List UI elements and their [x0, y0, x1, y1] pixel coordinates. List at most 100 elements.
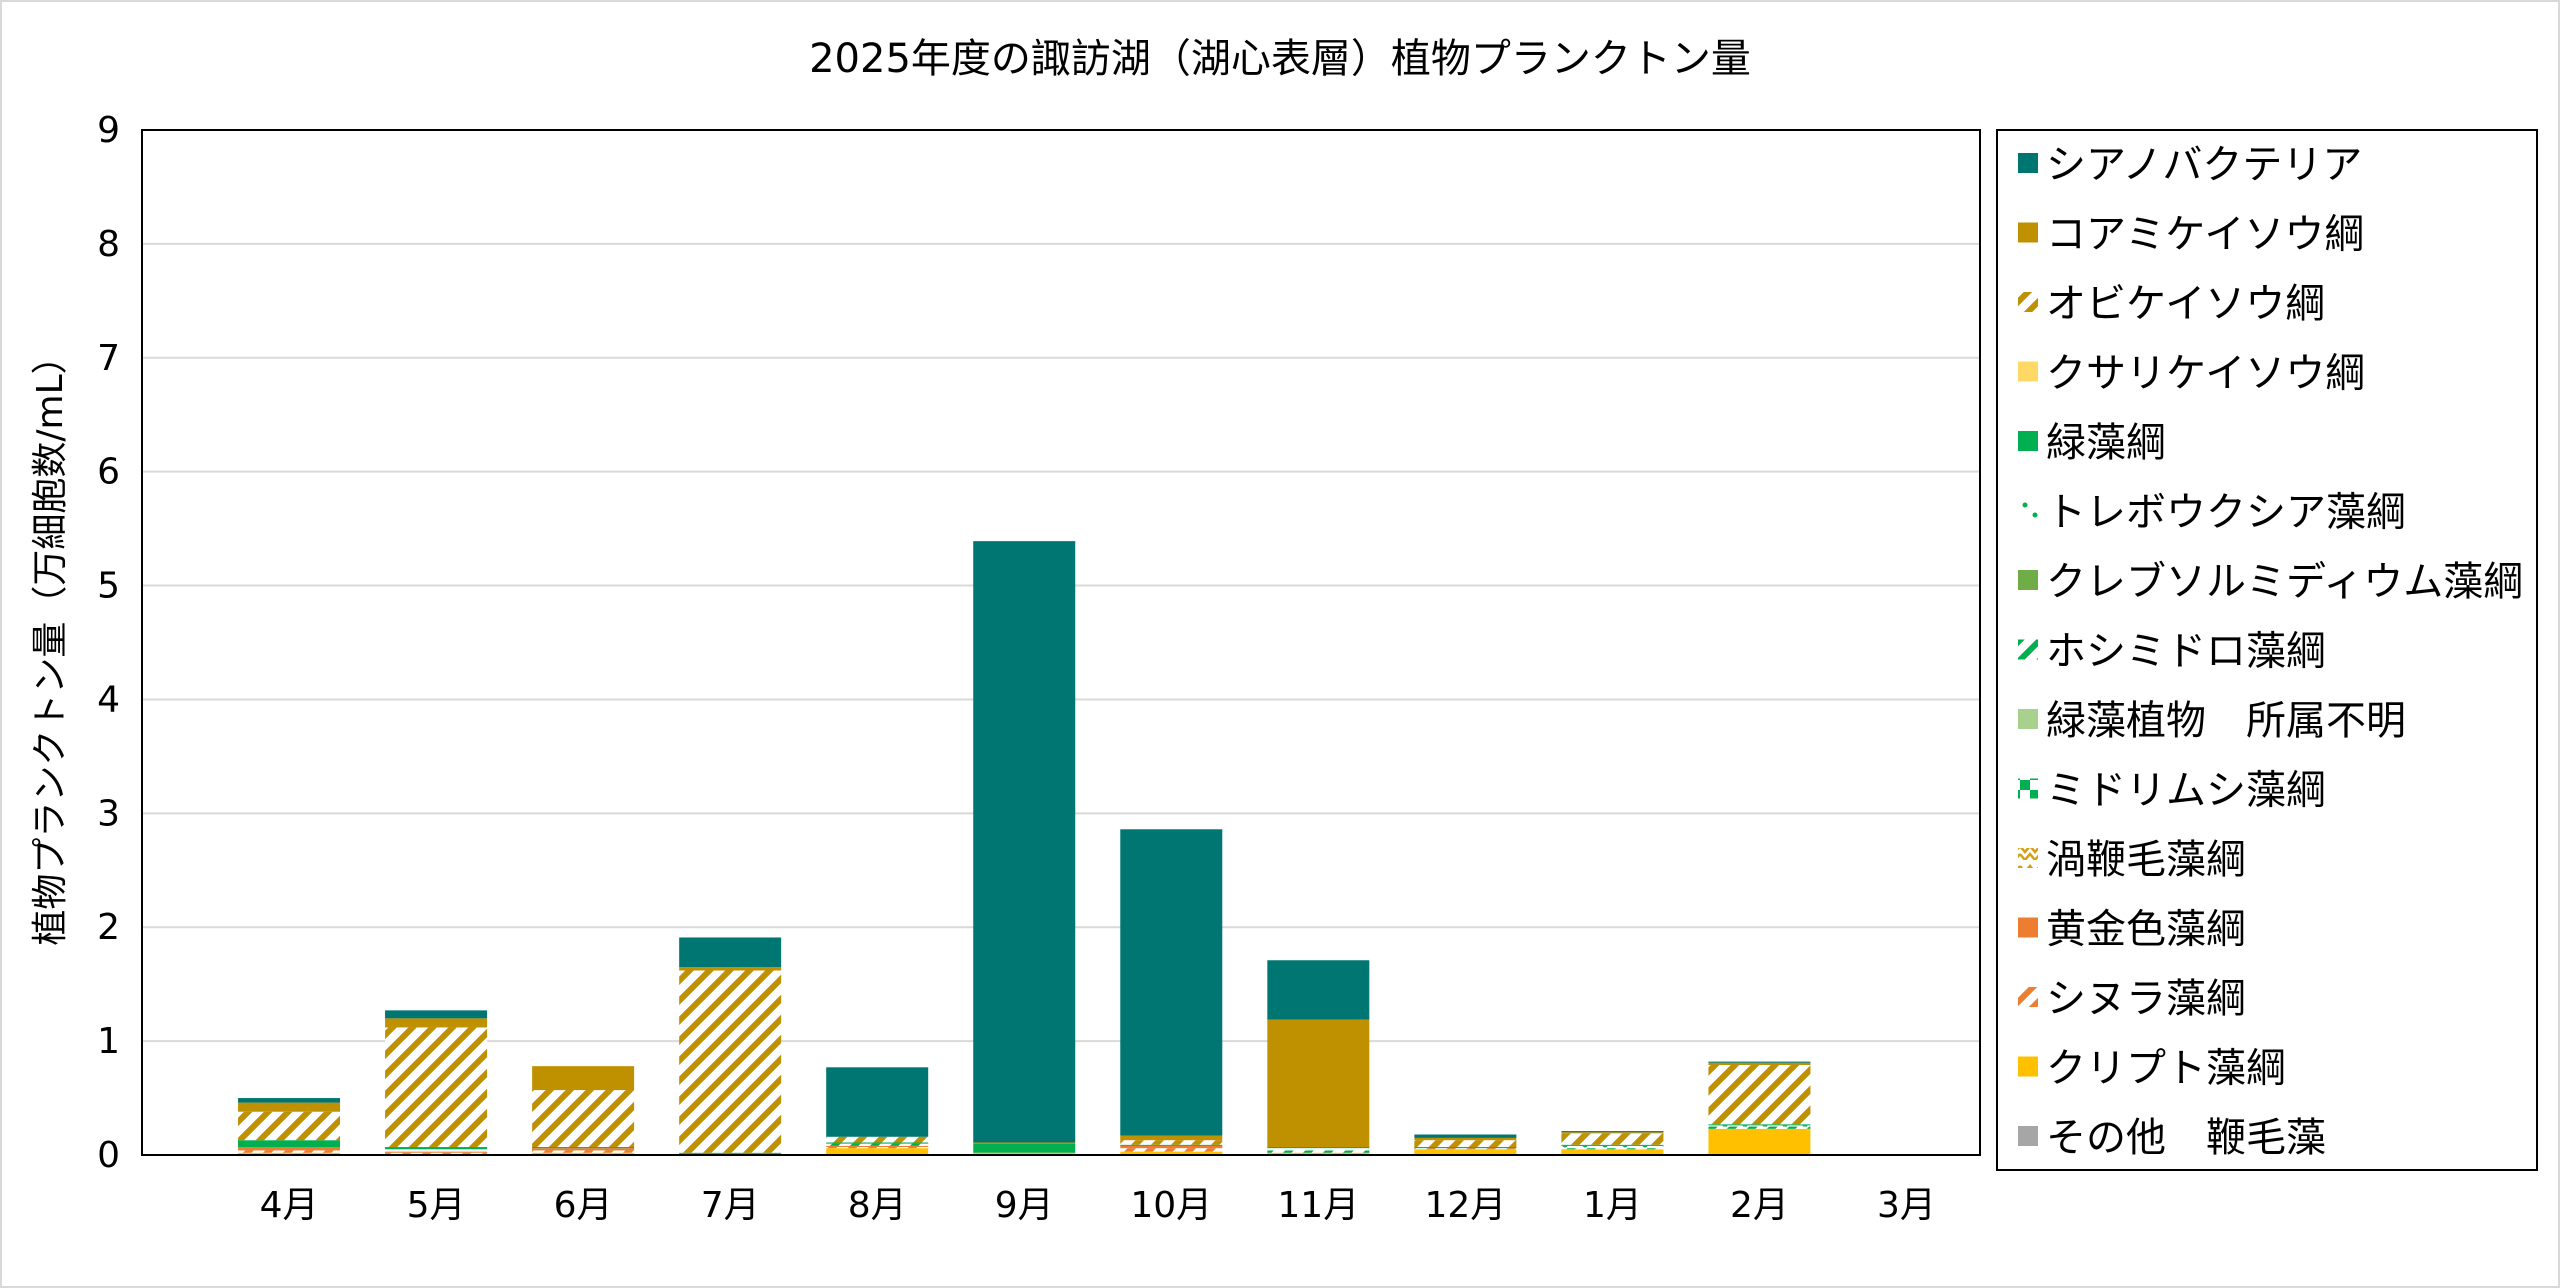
- bar-segment: [385, 1152, 488, 1154]
- bars: [238, 541, 1811, 1155]
- bar-segment: [532, 1152, 635, 1155]
- bar-segment: [1708, 1062, 1811, 1066]
- y-tick-label: 2: [97, 907, 120, 948]
- legend-label: クサリケイソウ綱: [2046, 351, 2365, 397]
- bar-segment: [973, 1142, 1076, 1144]
- bar-segment: [1414, 1137, 1517, 1141]
- bar-stack: [1120, 829, 1223, 1155]
- legend-swatch: [2018, 153, 2038, 173]
- x-tick-label: 12月: [1424, 1185, 1506, 1226]
- x-tick-label: 2月: [1730, 1185, 1789, 1226]
- legend-item: シヌラ藻綱: [2018, 976, 2246, 1022]
- bar-segment: [1120, 1144, 1223, 1146]
- plot-frame: [141, 129, 1981, 1156]
- bar-segment: [385, 1018, 488, 1028]
- bar-stack: [679, 937, 782, 1155]
- legend-swatch: [2018, 500, 2038, 521]
- bar-segment: [1561, 1132, 1664, 1134]
- bar-segment: [532, 1147, 635, 1149]
- x-tick-label: 1月: [1583, 1185, 1642, 1226]
- bar-segment: [238, 1102, 341, 1112]
- legend-label: コアミケイソウ綱: [2046, 212, 2364, 258]
- bar-segment: [1708, 1061, 1811, 1063]
- bar-segment: [238, 1152, 341, 1155]
- legend-swatch: [2018, 570, 2038, 590]
- legend-item: クレブソルミディウム藻綱: [2018, 559, 2523, 605]
- legend-label: 緑藻綱: [2046, 420, 2166, 466]
- legend-swatch: [2018, 778, 2038, 799]
- bar-stack: [238, 1098, 341, 1155]
- bar-segment: [1120, 1140, 1223, 1145]
- x-tick-label: 6月: [554, 1185, 613, 1226]
- bar-segment: [532, 1066, 635, 1091]
- legend-label: その他 鞭毛藻: [2046, 1115, 2326, 1161]
- bar-segment: [1267, 1148, 1370, 1151]
- bar-segment: [973, 1143, 1076, 1153]
- bar-segment: [826, 1147, 929, 1149]
- legend-label: ホシミドロ藻綱: [2046, 629, 2326, 675]
- bar-segment: [1414, 1140, 1517, 1148]
- y-tick-label: 3: [97, 793, 120, 834]
- legend-item: 渦鞭毛藻綱: [2018, 837, 2246, 883]
- x-tick-label: 4月: [260, 1185, 319, 1226]
- legend-item: 黄金色藻綱: [2018, 907, 2246, 953]
- bar-segment: [1267, 1152, 1370, 1155]
- bar-segment: [1561, 1145, 1664, 1149]
- bar-segment: [1561, 1133, 1664, 1145]
- bar-segment: [1120, 1135, 1223, 1141]
- legend-swatch: [2018, 431, 2038, 451]
- bar-segment: [1708, 1128, 1811, 1155]
- bar-segment: [1561, 1148, 1664, 1150]
- bar-segment: [532, 1150, 635, 1153]
- chart-title: 2025年度の諏訪湖（湖心表層）植物プランクトン量: [809, 36, 1751, 82]
- bar-segment: [238, 1150, 341, 1153]
- y-tick-label: 0: [97, 1135, 120, 1176]
- bar-segment: [385, 1027, 488, 1148]
- bar-segment: [385, 1010, 488, 1019]
- x-axis-ticks: 4月 5月 6月 7月 8月 9月 10月 11月 12月 1月 2月 3月: [260, 1185, 1936, 1226]
- bar-segment: [238, 1147, 341, 1151]
- legend-item: 緑藻綱: [2018, 420, 2166, 466]
- y-tick-label: 6: [97, 452, 120, 493]
- legend-swatch: [2018, 361, 2038, 382]
- x-tick-label: 9月: [995, 1185, 1054, 1226]
- y-tick-label: 9: [97, 110, 120, 151]
- legend-item: ミドリムシ藻綱: [2018, 768, 2326, 814]
- legend-label: クレブソルミディウム藻綱: [2046, 559, 2523, 605]
- x-tick-label: 3月: [1877, 1185, 1936, 1226]
- legend-label: シヌラ藻綱: [2046, 976, 2246, 1022]
- legend-swatch: [2018, 292, 2038, 312]
- bar-segment: [532, 1148, 635, 1151]
- bar-segment: [973, 1152, 1076, 1155]
- bar-segment: [1414, 1134, 1517, 1138]
- bar-segment: [1267, 1150, 1370, 1153]
- bar-segment: [1120, 1151, 1223, 1155]
- bar-segment: [826, 1067, 929, 1137]
- legend-label: クリプト藻綱: [2046, 1046, 2286, 1092]
- bar-stack: [973, 541, 1076, 1155]
- legend-item: コアミケイソウ綱: [2018, 212, 2364, 258]
- legend-label: オビケイソウ綱: [2046, 281, 2325, 327]
- bar-segment: [1120, 1145, 1223, 1149]
- bar-segment: [385, 1151, 488, 1153]
- legend-item: クリプト藻綱: [2018, 1046, 2286, 1092]
- legend-label: 渦鞭毛藻綱: [2046, 837, 2246, 883]
- x-tick-label: 5月: [407, 1185, 466, 1226]
- legend-swatch: [2018, 1126, 2038, 1146]
- bar-segment: [826, 1142, 929, 1144]
- bar-segment: [1561, 1149, 1664, 1155]
- legend-label: 緑藻植物 所属不明: [2046, 698, 2406, 744]
- bar-segment: [385, 1149, 488, 1152]
- bar-segment: [1120, 1148, 1223, 1152]
- y-axis-label: 植物プランクトン量（万細胞数/mL）: [30, 338, 71, 945]
- bar-segment: [679, 970, 782, 1153]
- legend-box: [1996, 129, 2538, 1171]
- x-tick-label: 8月: [848, 1185, 907, 1226]
- legend-item: 緑藻植物 所属不明: [2018, 698, 2406, 744]
- bar-segment: [532, 1090, 635, 1148]
- legend-item: トレボウクシア藻綱: [2018, 490, 2406, 536]
- legend-swatch: [2018, 848, 2038, 868]
- bar-segment: [679, 1152, 782, 1154]
- bar-segment: [1267, 1147, 1370, 1149]
